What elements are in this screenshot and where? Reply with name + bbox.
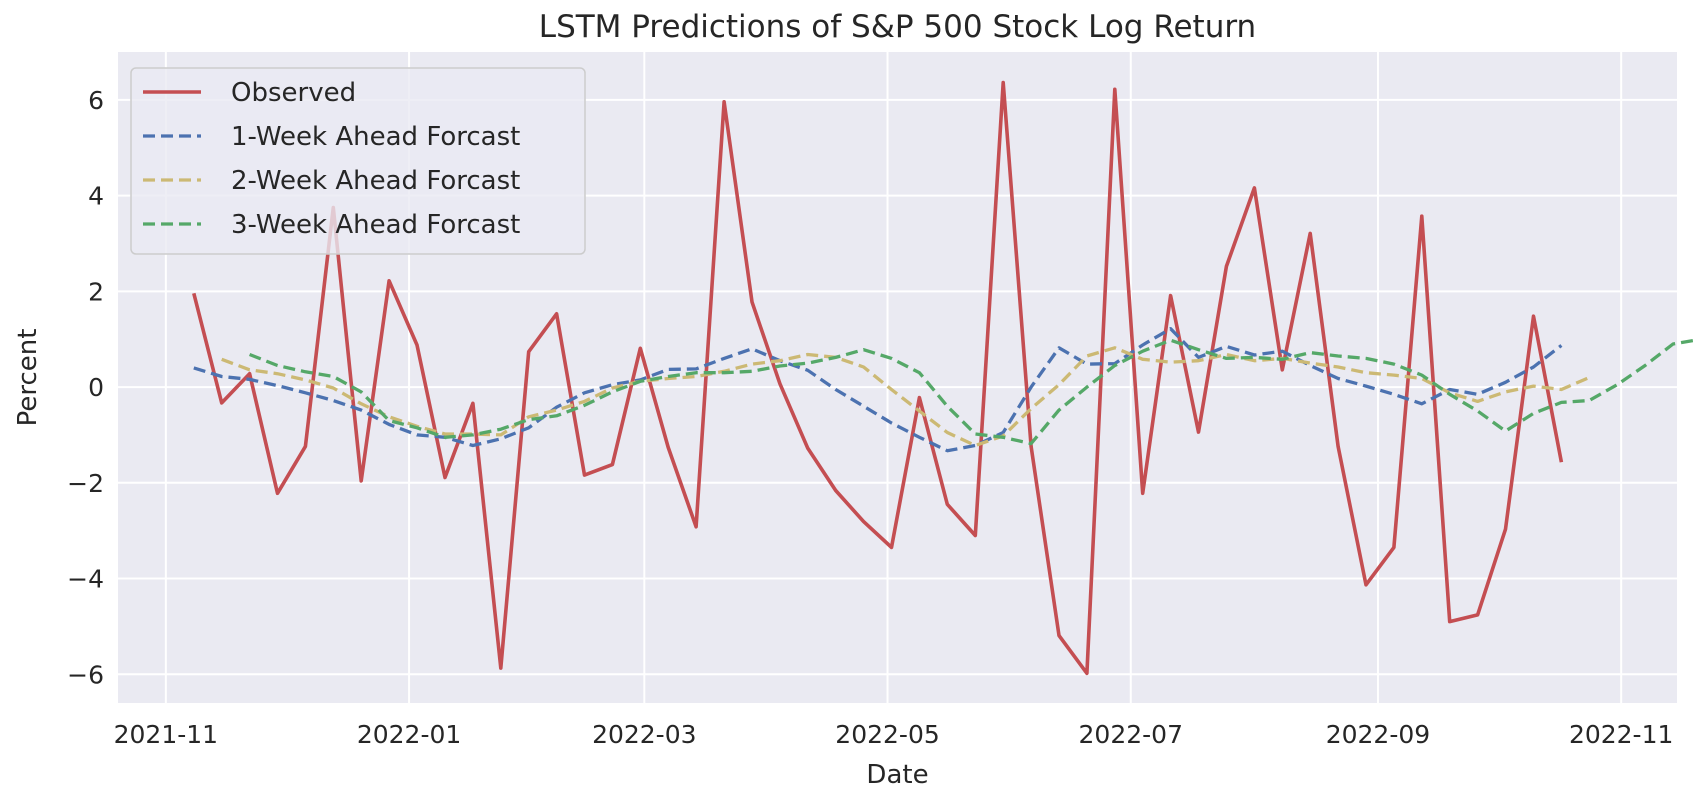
legend-entry: 3-Week Ahead Forcast <box>231 210 520 240</box>
x-tick-label: 2021-11 <box>114 720 218 749</box>
x-tick-label: 2022-11 <box>1569 720 1673 749</box>
x-axis-ticks: 2021-11 2022-01 2022-03 2022-05 2022-07 2022-… <box>114 720 1674 749</box>
x-tick-label: 2022-09 <box>1326 720 1430 749</box>
y-axis-ticks: −6 −4 −2 0 2 4 6 <box>67 86 104 689</box>
y-tick-label: 0 <box>88 373 104 402</box>
series-line-observed <box>192 80 1564 676</box>
x-tick-label: 2022-07 <box>1079 720 1183 749</box>
y-axis-label: Percent <box>13 329 43 427</box>
chart-title: LSTM Predictions of S&P 500 Stock Log Re… <box>539 9 1256 45</box>
x-tick-label: 2022-05 <box>835 720 939 749</box>
y-tick-label: 2 <box>88 277 104 306</box>
x-axis-label: Date <box>866 760 928 790</box>
x-tick-label: 2022-03 <box>592 720 696 749</box>
legend: Observed 1-Week Ahead Forcast 2-Week Ahead… <box>130 67 586 255</box>
x-tick-label: 2022-01 <box>357 720 461 749</box>
y-tick-label: 4 <box>88 182 104 211</box>
legend-box <box>130 67 586 255</box>
y-tick-label: −6 <box>67 660 104 689</box>
series-layer <box>192 80 1693 676</box>
legend-entry: Observed <box>231 78 356 108</box>
y-tick-label: −2 <box>67 469 104 498</box>
series-line-1-week-ahead-forcast <box>193 327 1563 453</box>
series-line-2-week-ahead-forcast <box>221 346 1590 448</box>
legend-entry: 1-Week Ahead Forcast <box>231 122 520 152</box>
y-tick-label: 6 <box>88 86 104 115</box>
y-tick-label: −4 <box>67 565 104 594</box>
legend-entry: 2-Week Ahead Forcast <box>231 166 520 196</box>
